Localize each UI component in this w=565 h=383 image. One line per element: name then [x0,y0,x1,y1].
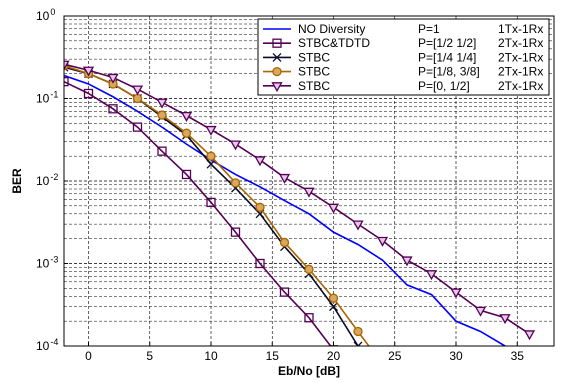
data-point [230,227,241,237]
legend-config: 2Tx-1Rx [498,65,543,79]
x-tick-label: 10 [204,349,218,363]
data-point [255,202,265,212]
data-point [303,187,315,198]
legend-entry: STBC P=[1/8, 3/8] 2Tx-1Rx [263,65,543,79]
legend-marker [271,82,283,93]
data-point [278,173,291,184]
data-point [279,287,290,297]
ticks: 0 5 10 15 20 25 30 35 100 10-1 10-2 10-3 10-4 [36,7,524,363]
data-point [450,288,462,299]
legend-marker [272,38,282,48]
series-1 [64,74,507,346]
data-point [401,256,413,267]
legend-series-name: STBC&TDTD [298,36,370,50]
data-point [327,203,340,214]
x-tick-label: 20 [327,349,341,363]
series-5 [64,60,536,341]
data-point [255,258,265,269]
series-line [64,74,507,346]
data-point [304,313,314,323]
series-4 [64,61,387,368]
data-point [131,85,144,96]
legend-power: P=[1/8, 3/8] [418,65,480,79]
x-tick-label: 5 [146,349,153,363]
x-axis-label: Eb/No [dB] [278,364,340,378]
legend-marker [272,52,282,62]
data-point [107,73,119,84]
y-tick-label: 10-3 [36,255,58,271]
legend-series-name: STBC [298,50,330,64]
data-point [328,293,339,303]
data-point [376,236,389,247]
data-point [64,77,69,87]
legend-config: 2Tx-1Rx [498,36,543,50]
data-point [229,140,242,151]
legend-box [257,18,550,96]
x-tick-label: 35 [511,349,525,363]
legend: NO Diversity P=1 1Tx-1Rx STBC&TDTD P=[1/2 1/… [257,18,550,96]
legend-series-name: STBC [298,65,330,79]
data-point [379,360,387,368]
x-tick-label: 30 [449,349,463,363]
data-point [206,151,216,161]
legend-config: 1Tx-1Rx [498,22,543,36]
legend-config: 2Tx-1Rx [498,79,543,93]
data-point [157,110,167,120]
legend-entry: NO Diversity P=1 1Tx-1Rx [263,22,543,36]
legend-power: P=[1/2 1/2] [418,36,476,50]
data-point [474,306,487,317]
data-point [279,237,290,248]
data-point [108,104,118,114]
data-point [181,128,192,138]
series-layer [64,60,536,368]
legend-series-name: NO Diversity [298,22,365,36]
data-point [206,159,216,169]
data-point [523,330,536,341]
legend-power: P=[0, 1/2] [418,79,470,93]
data-point [425,270,438,281]
x-tick-label: 0 [85,349,92,363]
data-point [64,60,70,71]
x-tick-label: 15 [266,349,280,363]
data-point [499,314,511,325]
legend-entry: STBC P=[1/4 1/4] 2Tx-1Rx [263,50,543,64]
series-2 [64,77,339,346]
data-point [329,302,338,312]
legend-series-name: STBC [298,79,330,93]
data-point [82,66,95,77]
data-point [206,197,216,208]
data-point [157,146,167,156]
data-point [304,264,314,274]
data-point [180,111,193,122]
data-point [254,156,266,167]
x-tick-label: 25 [388,349,402,363]
data-point [181,169,192,180]
data-point [132,122,143,132]
legend-power: P=[1/4 1/4] [418,50,476,64]
data-point [353,326,363,337]
data-point [353,341,363,346]
legend-marker [272,66,282,77]
data-point [132,93,143,104]
data-point [156,98,168,109]
legend-config: 2Tx-1Rx [498,50,543,64]
data-point [83,88,94,99]
legend-power: P=1 [418,22,440,36]
legend-entry: STBC P=[0, 1/2] 2Tx-1Rx [263,79,543,93]
data-point [205,125,217,136]
data-point [352,220,364,231]
data-point [230,178,241,188]
series-line [64,64,370,346]
grid [64,16,554,346]
y-tick-label: 10-4 [36,337,58,353]
y-tick-label: 10-2 [36,172,58,188]
legend-entry: STBC&TDTD P=[1/2 1/2] 2Tx-1Rx [263,36,543,50]
y-tick-label: 10-1 [36,90,58,106]
y-axis-label: BER [10,168,24,194]
y-tick-label: 100 [36,7,55,23]
